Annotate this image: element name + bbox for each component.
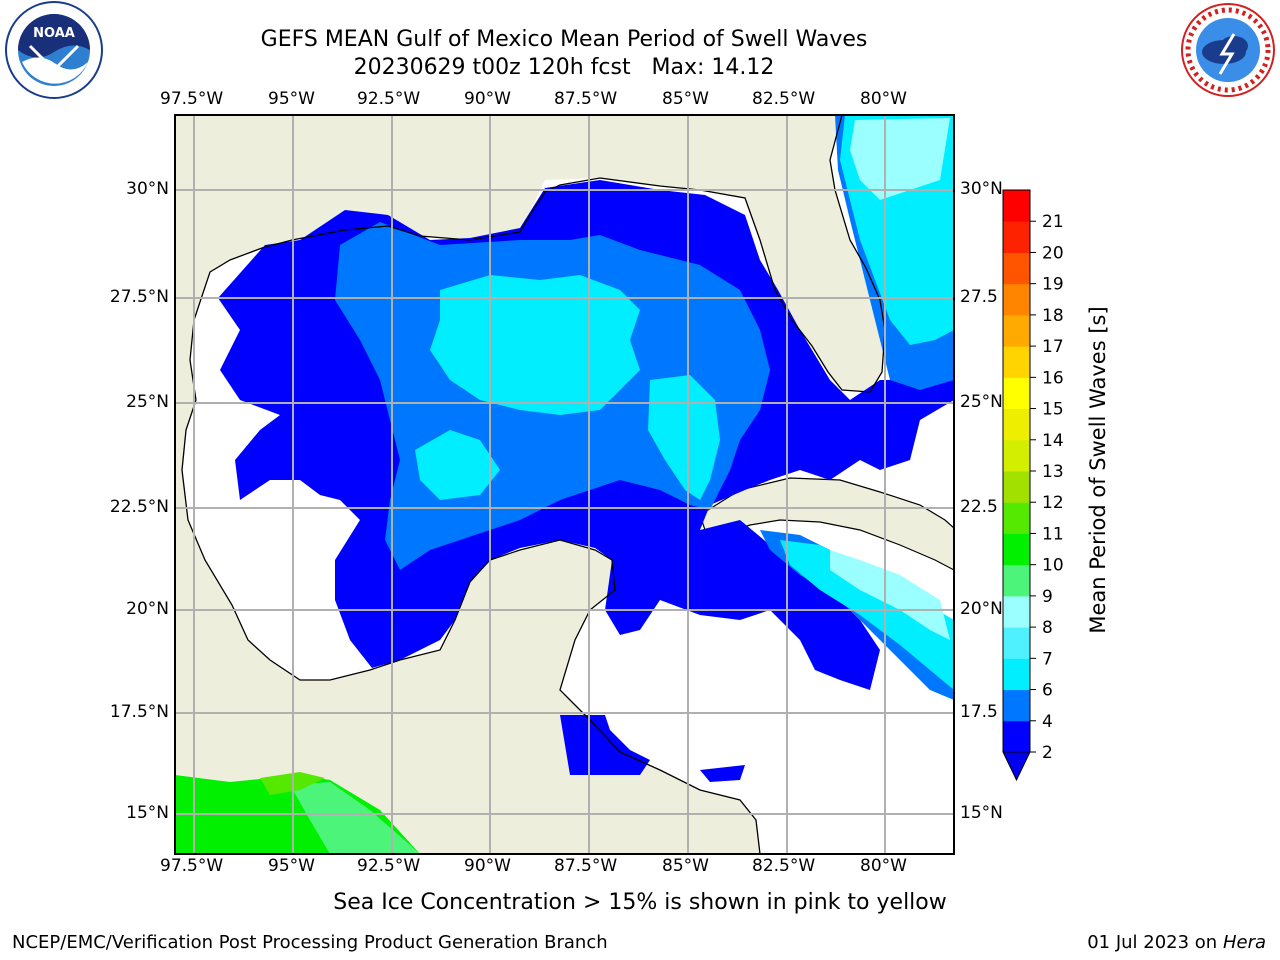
lon-label-bottom: 92.5°W: [357, 856, 421, 876]
colorbar-tick-label: 11: [1042, 524, 1064, 544]
map-gridlines: [175, 115, 954, 854]
colorbar-tick-label: 2: [1042, 743, 1053, 763]
lon-label-top: 97.5°W: [160, 89, 224, 109]
footer-machine: Hera: [1222, 932, 1266, 953]
colorbar-bin: [1003, 283, 1030, 316]
lat-label-left: 20°N: [126, 599, 169, 619]
lat-label-right: 17.5: [960, 702, 998, 722]
lon-label-top: 85°W: [662, 89, 709, 109]
colorbar-tick-label: 12: [1042, 493, 1064, 513]
lon-label-bottom: 87.5°W: [554, 856, 618, 876]
colorbar-bin: [1003, 252, 1030, 285]
lon-label-bottom: 82.5°W: [752, 856, 816, 876]
colorbar-bin: [1003, 502, 1030, 534]
footer-date-text: 01 Jul 2023 on: [1087, 932, 1223, 953]
colorbar-bin: [1003, 408, 1030, 441]
lat-label-left: 25°N: [126, 392, 169, 412]
colorbar-tick-label: 19: [1042, 275, 1064, 295]
noaa-logo-text: NOAA: [33, 26, 75, 41]
lon-label-bottom: 90°W: [464, 856, 511, 876]
lon-label-bottom: 85°W: [662, 856, 709, 876]
lon-label-bottom: 95°W: [268, 856, 315, 876]
colorbar: 2 4 6 7 8 9 10 11 12 13 14 15 16 17 18 19 20 21: [1002, 189, 1064, 782]
colorbar-bin: [1003, 658, 1030, 691]
lat-label-right: 15°N: [960, 803, 1003, 823]
colorbar-tick-label: 4: [1042, 712, 1053, 732]
footer-branch: NCEP/EMC/Verification Post Processing Pr…: [12, 932, 608, 953]
colorbar-tick-label: 10: [1042, 556, 1064, 576]
nws-logo-icon: [1181, 3, 1275, 97]
lon-label-top: 87.5°W: [554, 89, 618, 109]
lat-label-right: 25°N: [960, 392, 1003, 412]
colorbar-bin: [1003, 689, 1030, 722]
lon-label-top: 92.5°W: [357, 89, 421, 109]
colorbar-bin: [1003, 627, 1030, 659]
colorbar-tick-label: 7: [1042, 649, 1053, 669]
colorbar-under-arrow: [1002, 751, 1031, 782]
colorbar-bin: [1003, 564, 1030, 597]
lat-label-left: 17.5°N: [109, 702, 169, 722]
colorbar-tick-label: 16: [1042, 368, 1064, 388]
footer-date: 01 Jul 2023 on Hera: [1087, 932, 1266, 953]
chart-title: GEFS MEAN Gulf of Mexico Mean Period of …: [260, 27, 868, 52]
lon-label-top: 95°W: [268, 89, 315, 109]
colorbar-tick-label: 20: [1042, 243, 1064, 263]
colorbar-tick-label: 9: [1042, 587, 1053, 607]
colorbar-tick-label: 14: [1042, 431, 1064, 451]
colorbar-tick-label: 6: [1042, 681, 1053, 701]
colorbar-tick-label: 18: [1042, 306, 1064, 326]
sea-ice-note: Sea Ice Concentration > 15% is shown in …: [333, 890, 947, 915]
colorbar-bin: [1003, 533, 1030, 566]
colorbar-tick-label: 15: [1042, 400, 1064, 420]
colorbar-bin: [1003, 190, 1030, 222]
lat-label-right: 30°N: [960, 179, 1003, 199]
lon-label-top: 80°W: [860, 89, 907, 109]
lat-label-right: 27.5: [960, 287, 998, 307]
lat-label-left: 30°N: [126, 179, 169, 199]
colorbar-bin: [1003, 221, 1030, 253]
colorbar-label: Mean Period of Swell Waves [s]: [1086, 306, 1110, 634]
lon-label-bottom: 80°W: [860, 856, 907, 876]
colorbar-bin: [1003, 720, 1030, 753]
map-frame: [174, 114, 955, 855]
colorbar-bin: [1003, 346, 1030, 378]
lat-label-left: 15°N: [126, 803, 169, 823]
colorbar-bin: [1003, 377, 1030, 410]
colorbar-bin: [1003, 439, 1030, 472]
coastline: [199, 115, 886, 393]
colorbar-tick-label: 21: [1042, 212, 1064, 232]
lat-label-left: 27.5°N: [109, 287, 169, 307]
colorbar-tick-label: 17: [1042, 337, 1064, 357]
colorbar-bin: [1003, 595, 1030, 628]
colorbar-tick-label: 13: [1042, 462, 1064, 482]
noaa-logo-icon: NOAA: [5, 1, 103, 99]
lat-label-right: 20°N: [960, 599, 1003, 619]
lon-label-top: 82.5°W: [752, 89, 816, 109]
swell-band-6s: [430, 275, 640, 415]
lat-label-right: 22.5: [960, 497, 998, 517]
chart-subtitle: 20230629 t00z 120h fcst Max: 14.12: [353, 55, 775, 80]
colorbar-bin: [1003, 314, 1030, 347]
lat-label-left: 22.5°N: [109, 497, 169, 517]
lon-label-top: 90°W: [464, 89, 511, 109]
lon-label-bottom: 97.5°W: [160, 856, 224, 876]
colorbar-tick-label: 8: [1042, 618, 1053, 638]
colorbar-bin: [1003, 471, 1030, 503]
